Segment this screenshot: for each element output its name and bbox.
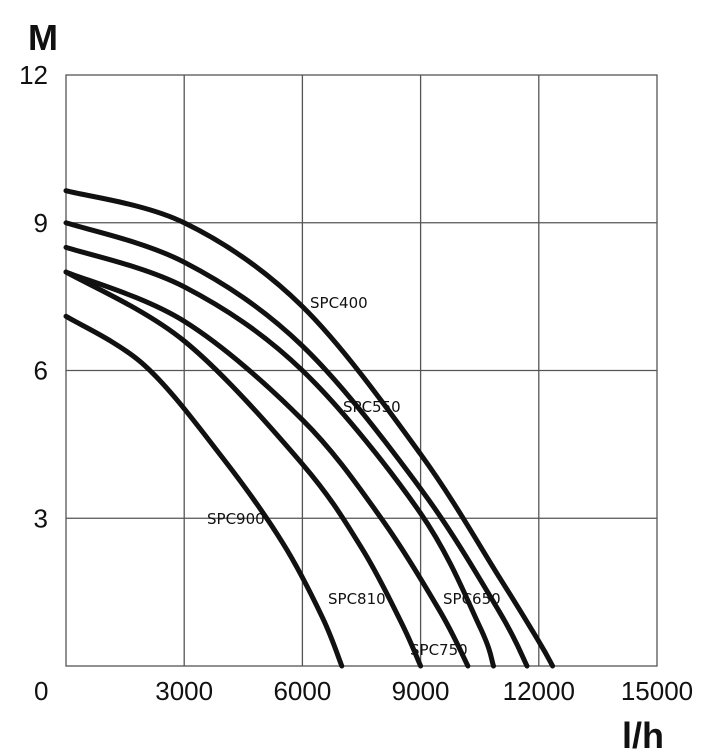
x-tick-label: 6000 [273, 676, 331, 706]
x-tick-label: 0 [34, 676, 48, 706]
axis-ticks: 0 3000 6000 9000 12000 15000 3 6 9 12 [19, 60, 693, 706]
grid [65, 74, 658, 667]
y-tick-label: 3 [34, 503, 48, 533]
x-tick-label: 3000 [155, 676, 213, 706]
curve-spc900 [63, 313, 345, 669]
y-tick-label: 9 [34, 208, 48, 238]
curve-spc650 [63, 244, 496, 669]
series-label-spc750: SPC750 [410, 641, 468, 659]
y-tick-label: 12 [19, 60, 48, 90]
series-label-spc550: SPC550 [343, 398, 401, 416]
series-label-spc900: SPC900 [207, 510, 265, 528]
y-tick-label: 6 [34, 356, 48, 386]
curve-spc400 [63, 188, 556, 669]
x-axis-title: l/h [622, 715, 664, 756]
x-tick-label: 12000 [503, 676, 575, 706]
curve-spc550 [63, 220, 530, 669]
series-labels: SPC400 SPC550 SPC650 SPC750 SPC810 SPC900 [207, 294, 501, 659]
series-label-spc810: SPC810 [328, 590, 386, 608]
series-curves [63, 188, 556, 669]
x-tick-label: 9000 [392, 676, 450, 706]
series-label-spc400: SPC400 [310, 294, 368, 312]
y-axis-title: M [28, 17, 58, 58]
curve-spc810 [63, 269, 424, 669]
series-label-spc650: SPC650 [443, 590, 501, 608]
curve-spc750 [63, 269, 471, 669]
x-tick-label: 15000 [621, 676, 693, 706]
